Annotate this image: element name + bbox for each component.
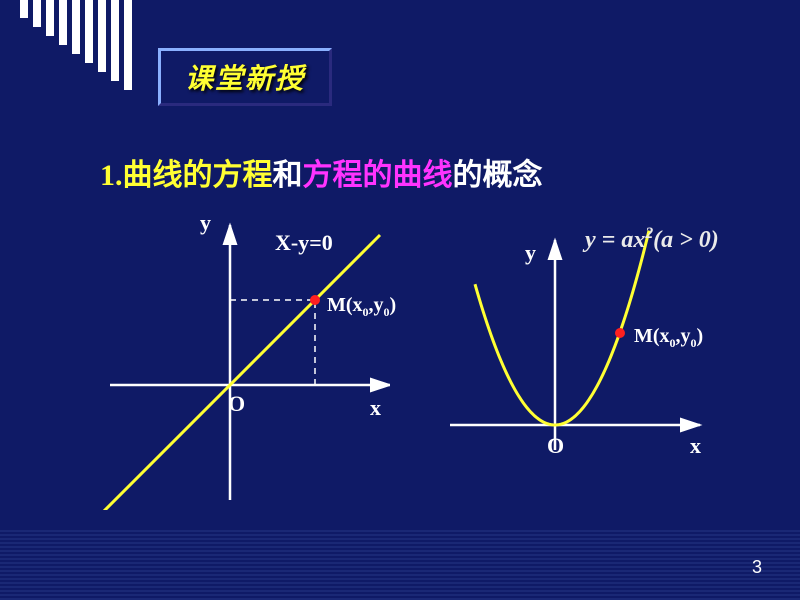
graph-left-svg (70, 210, 390, 510)
graph-right-x-label: x (690, 433, 701, 459)
lesson-badge: 课堂新授 (158, 48, 332, 106)
bottom-texture (0, 528, 800, 600)
graph-right-origin-label: O (547, 433, 564, 459)
graph-right-point-label: M(x0,y0) (634, 325, 703, 351)
graph-left-origin-label: O (228, 391, 245, 417)
graph-left: y x O X-y=0 M(x0,y0) (70, 210, 390, 510)
slide-root: 课堂新授 1.曲线的方程和方程的曲线的概念 y x O X-y=0 M(x0,y… (0, 0, 800, 600)
headline-mid: 和 (273, 159, 303, 192)
graph-left-point-label: M(x0,y0) (327, 294, 396, 320)
headline-part-a: 曲线的方程 (123, 159, 273, 192)
page-number: 3 (752, 557, 762, 578)
graph-left-equation: X-y=0 (275, 230, 333, 256)
graph-left-x-label: x (370, 395, 381, 421)
headline-suffix: 的概念 (453, 159, 543, 192)
graph-right-svg (430, 225, 770, 485)
graph-right-y-label: y (525, 240, 536, 266)
graph-left-y-label: y (200, 210, 211, 236)
graph-right-equation: y = ax2(a > 0) (585, 225, 719, 254)
headline: 1.曲线的方程和方程的曲线的概念 (100, 150, 543, 194)
graph-right: y x O y = ax2(a > 0) M(x0,y0) (430, 225, 770, 485)
headline-number: 1. (100, 159, 123, 192)
lesson-badge-text: 课堂新授 (185, 64, 305, 95)
headline-part-b: 方程的曲线 (303, 159, 453, 192)
